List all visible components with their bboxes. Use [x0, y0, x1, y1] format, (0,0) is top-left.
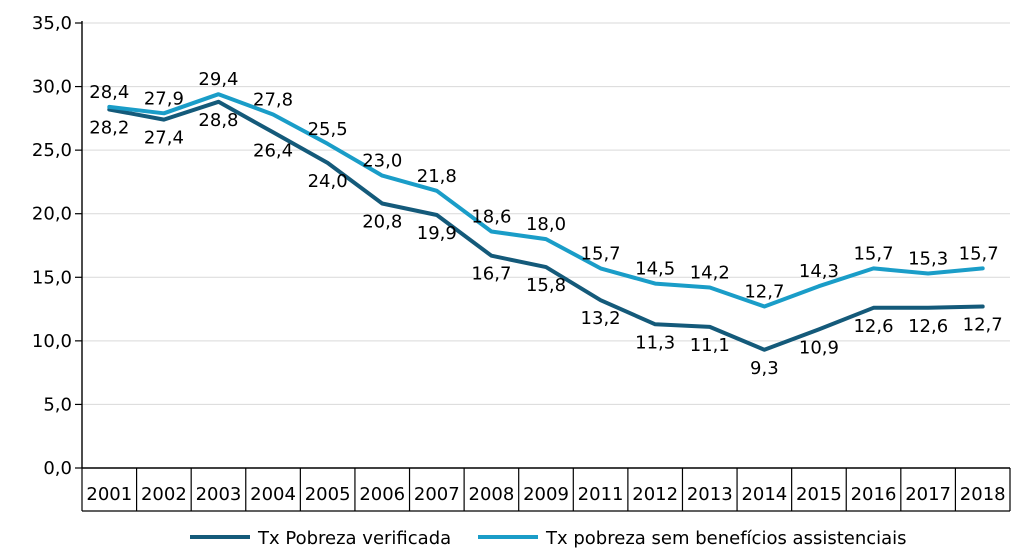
data-label-series-1: 12,7: [744, 282, 784, 303]
y-tick-label-3: 15,0: [32, 267, 72, 288]
data-label-series-0: 19,9: [417, 223, 457, 244]
x-axis: 2001 2002 2003 2004 2005 2006 2007 2008 2009 2011…: [81, 467, 1011, 512]
x-tick-label-2008: 2008: [469, 484, 515, 505]
x-tick-label-2012: 2012: [632, 484, 678, 505]
data-label-series-1: 14,3: [799, 261, 839, 282]
series-lines: [107, 92, 985, 352]
data-label-series-0: 20,8: [362, 212, 402, 233]
data-label-series-0: 9,3: [750, 358, 779, 379]
x-tick-label-2013: 2013: [687, 484, 733, 505]
y-axis: 0,0 5,0 10,0 15,0 20,0 25,0 30,0 35,0: [32, 13, 83, 479]
x-tick-label-2004: 2004: [250, 484, 296, 505]
legend-label-series-0: Tx Pobreza verificada: [257, 528, 451, 549]
data-label-series-1: 14,5: [635, 259, 675, 280]
data-label-series-0: 16,7: [471, 264, 511, 285]
x-tick-label-2017: 2017: [905, 484, 951, 505]
x-tick-label-2014: 2014: [741, 484, 787, 505]
x-tick-label-2006: 2006: [359, 484, 405, 505]
data-label-series-0: 11,1: [690, 335, 730, 356]
x-tick-label-2016: 2016: [851, 484, 897, 505]
y-tick-label-4: 20,0: [32, 204, 72, 225]
data-label-series-1: 27,9: [144, 88, 184, 109]
y-tick-label-2: 10,0: [32, 331, 72, 352]
x-tick-label-2007: 2007: [414, 484, 460, 505]
y-tick-label-5: 25,0: [32, 140, 72, 161]
x-tick-label-2018: 2018: [960, 484, 1006, 505]
x-tick-label-2002: 2002: [141, 484, 187, 505]
x-tick-label-2009: 2009: [523, 484, 569, 505]
y-tick-label-6: 30,0: [32, 77, 72, 98]
y-tick-label-0: 0,0: [43, 458, 72, 479]
data-label-series-1: 25,5: [308, 119, 348, 140]
x-tick-label-2015: 2015: [796, 484, 842, 505]
x-tick-label-2005: 2005: [305, 484, 351, 505]
grid-lines: [82, 22, 1010, 405]
legend: Tx Pobreza verificada Tx pobreza sem ben…: [190, 528, 907, 549]
data-label-series-1: 14,2: [690, 262, 730, 283]
data-label-series-0: 24,0: [308, 171, 348, 192]
data-label-series-1: 18,0: [526, 214, 566, 235]
data-label-series-1: 29,4: [198, 69, 238, 90]
legend-label-series-1: Tx pobreza sem benefícios assistenciais: [545, 528, 907, 549]
y-tick-label-7: 35,0: [32, 13, 72, 34]
data-label-series-0: 12,6: [908, 316, 948, 337]
data-label-series-1: 15,7: [853, 243, 893, 264]
data-label-series-0: 12,6: [853, 316, 893, 337]
data-label-series-0: 10,9: [799, 337, 839, 358]
data-label-series-0: 28,2: [89, 117, 129, 138]
x-tick-label-2001: 2001: [86, 484, 132, 505]
data-label-series-1: 28,4: [89, 82, 129, 103]
series-line-0: [107, 99, 985, 352]
data-label-series-1: 15,3: [908, 248, 948, 269]
data-label-series-1: 15,7: [959, 243, 999, 264]
data-label-series-1: 18,6: [471, 207, 511, 228]
data-label-series-1: 23,0: [362, 151, 402, 172]
x-tick-label-2003: 2003: [196, 484, 242, 505]
data-label-series-0: 26,4: [253, 140, 293, 161]
data-label-series-1: 27,8: [253, 90, 293, 111]
data-label-series-0: 11,3: [635, 332, 675, 353]
data-label-series-1: 15,7: [581, 243, 621, 264]
data-label-series-0: 28,8: [198, 110, 238, 131]
data-label-series-0: 12,7: [963, 315, 1003, 336]
series-line-1: [107, 92, 985, 309]
x-tick-label-2011: 2011: [578, 484, 624, 505]
data-labels: 28,2 27,4 28,8 26,4 24,0 20,8 19,9 16,7 15,8 13,2…: [89, 69, 1002, 379]
data-label-series-0: 27,4: [144, 128, 184, 149]
data-label-series-1: 21,8: [417, 166, 457, 187]
data-label-series-0: 13,2: [581, 308, 621, 329]
data-label-series-0: 15,8: [526, 275, 566, 296]
y-tick-label-1: 5,0: [43, 394, 72, 415]
